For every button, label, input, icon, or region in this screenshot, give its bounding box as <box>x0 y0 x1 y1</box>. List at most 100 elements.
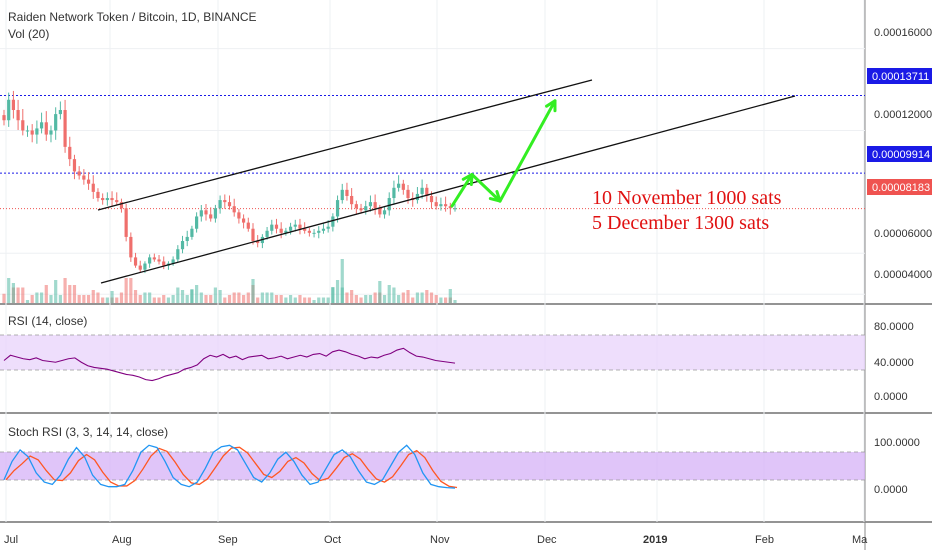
candle-body[interactable] <box>58 110 62 115</box>
candle-body[interactable] <box>246 222 250 229</box>
candle-body[interactable] <box>16 110 20 121</box>
candle-body[interactable] <box>241 218 246 223</box>
candle-body[interactable] <box>39 122 44 129</box>
candle-body[interactable] <box>288 226 293 231</box>
candle-body[interactable] <box>317 230 321 233</box>
candle-body[interactable] <box>124 208 128 237</box>
candle-body[interactable] <box>119 202 124 209</box>
candle-body[interactable] <box>350 195 354 205</box>
candle-body[interactable] <box>91 183 95 192</box>
candle-body[interactable] <box>77 171 81 176</box>
time-axis[interactable]: Jul Aug Sep Oct Nov Dec 2019 Feb Ma <box>4 534 868 546</box>
candle-body[interactable] <box>199 210 203 217</box>
candle-body[interactable] <box>298 224 302 229</box>
candle-body[interactable] <box>110 198 114 201</box>
channel-upper-line[interactable] <box>97 79 593 211</box>
candle-body[interactable] <box>133 257 138 266</box>
candle-body[interactable] <box>218 200 222 209</box>
candle-body[interactable] <box>368 202 373 207</box>
candle-body[interactable] <box>195 216 199 229</box>
candle-body[interactable] <box>54 114 58 131</box>
candle-body[interactable] <box>364 206 368 211</box>
candle-body[interactable] <box>303 228 307 231</box>
candle-body[interactable] <box>7 99 11 121</box>
candle-body[interactable] <box>143 263 147 270</box>
projection-arrow[interactable] <box>450 172 474 208</box>
candle-body[interactable] <box>425 187 429 196</box>
candle-body[interactable] <box>30 130 34 135</box>
candle-body[interactable] <box>335 200 340 217</box>
candle-body[interactable] <box>25 130 30 132</box>
candle-body[interactable] <box>227 202 232 207</box>
candle-body[interactable] <box>378 208 382 215</box>
candle-body[interactable] <box>382 210 387 215</box>
candle-body[interactable] <box>138 265 142 270</box>
candle-body[interactable] <box>401 183 405 190</box>
projection-arrow[interactable] <box>470 172 502 203</box>
candle-body[interactable] <box>148 257 152 264</box>
candle-body[interactable] <box>63 110 67 147</box>
candle-body[interactable] <box>213 208 218 219</box>
candle-body[interactable] <box>270 224 274 231</box>
candle-body[interactable] <box>326 226 330 229</box>
candle-body[interactable] <box>2 115 6 121</box>
candle-body[interactable] <box>321 228 326 231</box>
candle-body[interactable] <box>115 200 119 203</box>
candle-body[interactable] <box>237 212 241 219</box>
candle-body[interactable] <box>82 175 86 180</box>
candle-body[interactable] <box>307 230 311 233</box>
candle-body[interactable] <box>223 200 227 203</box>
candle-body[interactable] <box>256 241 260 244</box>
candle-body[interactable] <box>340 189 344 201</box>
candle-body[interactable] <box>279 228 283 233</box>
candle-body[interactable] <box>72 159 77 172</box>
candle-body[interactable] <box>406 189 410 199</box>
candle-body[interactable] <box>11 99 15 111</box>
channel-lower-line[interactable] <box>100 95 796 284</box>
candle-body[interactable] <box>359 208 363 211</box>
candle-body[interactable] <box>293 224 297 227</box>
candle-body[interactable] <box>429 195 434 203</box>
candle-body[interactable] <box>180 241 185 250</box>
candle-body[interactable] <box>157 259 161 262</box>
candle-body[interactable] <box>444 204 448 207</box>
candle-body[interactable] <box>185 236 189 242</box>
candle-body[interactable] <box>129 236 133 258</box>
candle-body[interactable] <box>44 122 48 135</box>
candle-body[interactable] <box>453 208 457 210</box>
candle-body[interactable] <box>251 228 255 242</box>
candle-body[interactable] <box>373 202 377 209</box>
horizontal-levels[interactable] <box>0 94 865 210</box>
candle-body[interactable] <box>434 202 438 207</box>
candle-body[interactable] <box>152 257 156 260</box>
candle-body[interactable] <box>171 259 175 264</box>
candle-body[interactable] <box>387 198 391 211</box>
candle-body[interactable] <box>209 214 213 219</box>
price-axis[interactable]: 0.00016000 0.00012000 0.00006000 0.00004… <box>874 27 932 281</box>
candle-body[interactable] <box>176 249 180 260</box>
candle-body[interactable] <box>284 230 288 233</box>
candle-body[interactable] <box>204 210 208 215</box>
candle-body[interactable] <box>354 204 358 209</box>
candle-body[interactable] <box>331 216 335 227</box>
candle-body[interactable] <box>101 198 105 201</box>
candle-body[interactable] <box>448 206 452 209</box>
price-pane[interactable] <box>0 0 865 304</box>
candle-body[interactable] <box>415 193 420 201</box>
candle-body[interactable] <box>420 187 424 194</box>
candle-body[interactable] <box>274 224 279 229</box>
candle-body[interactable] <box>162 261 166 266</box>
candle-body[interactable] <box>96 191 100 199</box>
candle-body[interactable] <box>232 206 236 213</box>
projection-arrows[interactable] <box>450 99 557 208</box>
candle-body[interactable] <box>21 120 25 131</box>
candle-body[interactable] <box>397 183 401 188</box>
candle-body[interactable] <box>105 198 109 201</box>
candle-body[interactable] <box>35 128 39 135</box>
candle-body[interactable] <box>392 187 396 199</box>
candle-body[interactable] <box>345 189 349 196</box>
candle-body[interactable] <box>49 130 53 135</box>
projection-arrow[interactable] <box>498 99 557 203</box>
candle-body[interactable] <box>86 179 91 184</box>
